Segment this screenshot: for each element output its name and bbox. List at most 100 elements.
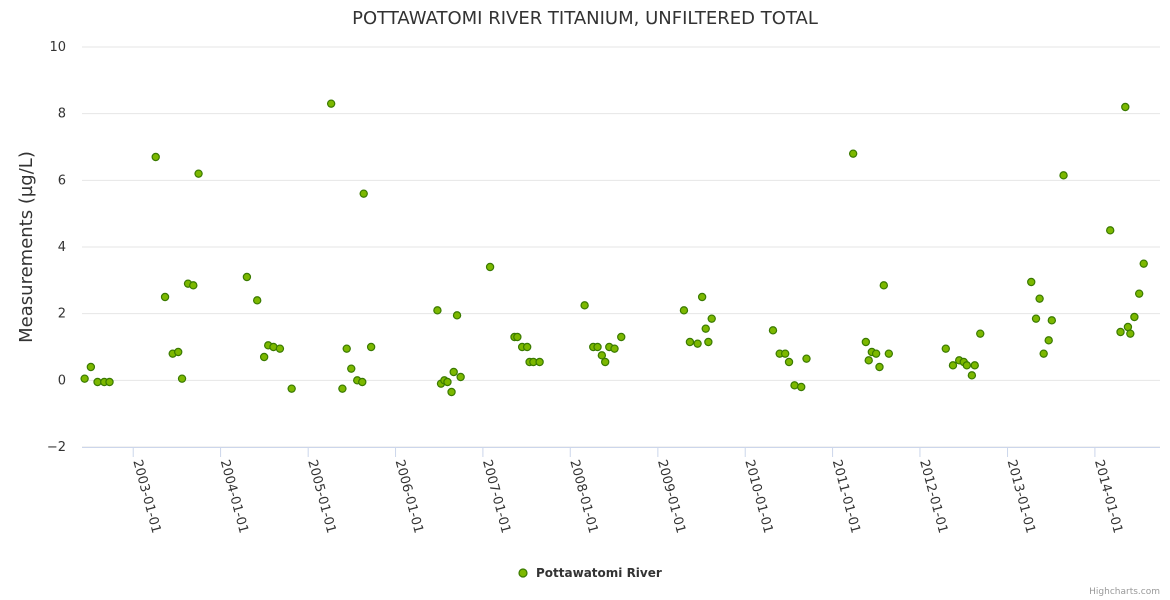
data-point[interactable] [456, 372, 465, 382]
data-point[interactable] [697, 292, 707, 302]
data-point[interactable] [693, 339, 702, 348]
data-point[interactable] [513, 332, 522, 342]
y-tick-label: 4 [58, 240, 66, 255]
data-point[interactable] [707, 314, 716, 323]
data-point[interactable] [768, 326, 778, 335]
data-point[interactable] [967, 371, 977, 380]
x-tick-label: 2013-01-01 [1004, 458, 1038, 535]
chart-credit[interactable]: Highcharts.com [1089, 587, 1160, 597]
data-point[interactable] [1121, 102, 1130, 112]
y-tick-label: 0 [58, 373, 66, 388]
data-point[interactable] [601, 357, 610, 367]
data-point[interactable] [275, 344, 285, 353]
legend[interactable]: Pottawatomi River [518, 566, 662, 580]
y-tick-label: 10 [49, 40, 66, 55]
data-point[interactable] [597, 351, 607, 360]
data-point[interactable] [784, 357, 794, 367]
data-point[interactable] [449, 367, 458, 377]
x-axis-ticks: 2003-01-01 2004-01-01 2005-01-01 2006-01-01… [129, 447, 1125, 535]
data-point[interactable] [1047, 316, 1057, 325]
data-point[interactable] [1126, 329, 1135, 338]
data-point[interactable] [704, 337, 713, 347]
data-point[interactable] [189, 281, 198, 290]
data-point[interactable] [875, 362, 884, 372]
data-point[interactable] [1039, 349, 1048, 358]
data-point[interactable] [1116, 327, 1125, 337]
data-point[interactable] [80, 374, 89, 383]
data-point[interactable] [1134, 289, 1144, 298]
x-tick-label: 2014-01-01 [1091, 458, 1125, 535]
data-point[interactable] [433, 306, 442, 315]
data-point[interactable] [522, 342, 532, 352]
data-point[interactable] [1106, 226, 1115, 235]
data-point[interactable] [701, 324, 710, 333]
y-tick-label: 8 [58, 107, 66, 122]
data-point[interactable] [177, 374, 187, 383]
data-point[interactable] [1059, 171, 1068, 180]
x-tick-label: 2011-01-01 [829, 458, 863, 535]
data-point[interactable] [941, 344, 950, 353]
y-tick-label: 2 [58, 307, 66, 322]
data-point[interactable] [610, 344, 619, 353]
data-point[interactable] [1139, 259, 1148, 268]
data-point[interactable] [593, 342, 602, 352]
data-point[interactable] [580, 301, 589, 310]
x-tick-label: 2003-01-01 [129, 458, 163, 535]
data-point[interactable] [1035, 294, 1044, 303]
data-point[interactable] [359, 189, 368, 198]
data-point[interactable] [864, 356, 873, 365]
data-point[interactable] [879, 281, 888, 290]
data-point[interactable] [780, 349, 790, 358]
data-point[interactable] [1130, 312, 1139, 322]
legend-marker[interactable] [518, 568, 528, 578]
data-point[interactable] [948, 361, 958, 370]
data-point[interactable] [342, 344, 351, 353]
data-point[interactable] [194, 169, 203, 178]
data-point[interactable] [326, 99, 336, 108]
data-point[interactable] [452, 311, 462, 320]
data-point[interactable] [347, 364, 356, 373]
data-point[interactable] [485, 262, 495, 272]
data-point[interactable] [685, 337, 695, 347]
data-point[interactable] [535, 357, 544, 367]
data-point[interactable] [287, 384, 296, 393]
data-point[interactable] [871, 349, 881, 358]
grid-lines [82, 46, 1160, 448]
data-point[interactable] [160, 292, 170, 302]
data-point[interactable] [976, 329, 985, 338]
data-point[interactable] [884, 349, 894, 358]
data-point[interactable] [259, 352, 269, 362]
data-point[interactable] [679, 306, 689, 315]
data-point[interactable] [105, 377, 114, 387]
data-point[interactable] [242, 272, 252, 282]
y-tick-label: −2 [47, 440, 66, 455]
data-point[interactable] [790, 381, 799, 390]
data-point[interactable] [1031, 314, 1041, 323]
data-point[interactable] [86, 362, 96, 372]
data-point[interactable] [962, 361, 972, 370]
data-point[interactable] [1027, 277, 1036, 287]
data-point[interactable] [366, 342, 376, 352]
data-point[interactable] [848, 149, 858, 158]
data-point[interactable] [151, 152, 160, 162]
data-point[interactable] [252, 296, 262, 305]
data-point[interactable] [443, 377, 452, 387]
data-point[interactable] [1044, 336, 1053, 345]
legend-label[interactable]: Pottawatomi River [536, 566, 662, 580]
data-point[interactable] [338, 384, 347, 393]
chart-title: POTTAWATOMI RIVER TITANIUM, UNFILTERED T… [352, 8, 818, 29]
data-point[interactable] [617, 332, 626, 342]
data-point[interactable] [358, 377, 367, 387]
x-tick-label: 2005-01-01 [304, 458, 338, 535]
data-points[interactable] [80, 99, 1148, 397]
data-point[interactable] [174, 347, 183, 357]
x-tick-label: 2006-01-01 [392, 458, 426, 535]
data-point[interactable] [802, 354, 811, 363]
data-point[interactable] [797, 382, 806, 392]
data-point[interactable] [447, 387, 456, 397]
x-tick-label: 2012-01-01 [916, 458, 950, 535]
x-tick-label: 2008-01-01 [566, 458, 600, 535]
data-point[interactable] [861, 337, 871, 347]
y-tick-label: 6 [58, 173, 66, 188]
data-point[interactable] [970, 361, 979, 370]
